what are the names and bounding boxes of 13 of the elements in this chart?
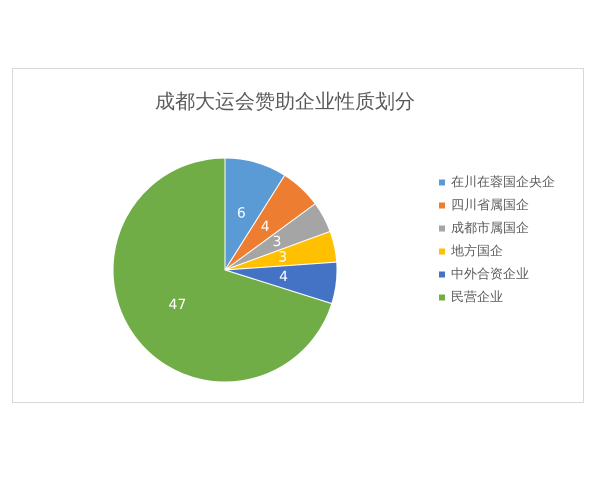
data-label: 6 (236, 205, 246, 222)
data-label: 3 (278, 250, 288, 266)
chart-title: 成都大运会赞助企业性质划分 (155, 89, 415, 113)
data-label: 3 (272, 234, 282, 250)
legend-label: 四川省属国企 (451, 198, 529, 213)
data-label: 4 (260, 218, 270, 235)
legend-label: 地方国企 (450, 243, 503, 259)
legend-label: 民营企业 (451, 290, 503, 305)
data-label: 47 (168, 296, 186, 313)
data-label: 4 (279, 268, 288, 285)
legend-label: 在川在蓉国企央企 (451, 175, 555, 190)
legend-label: 中外合资企业 (451, 267, 529, 282)
legend-label: 成都市属国企 (451, 221, 529, 236)
